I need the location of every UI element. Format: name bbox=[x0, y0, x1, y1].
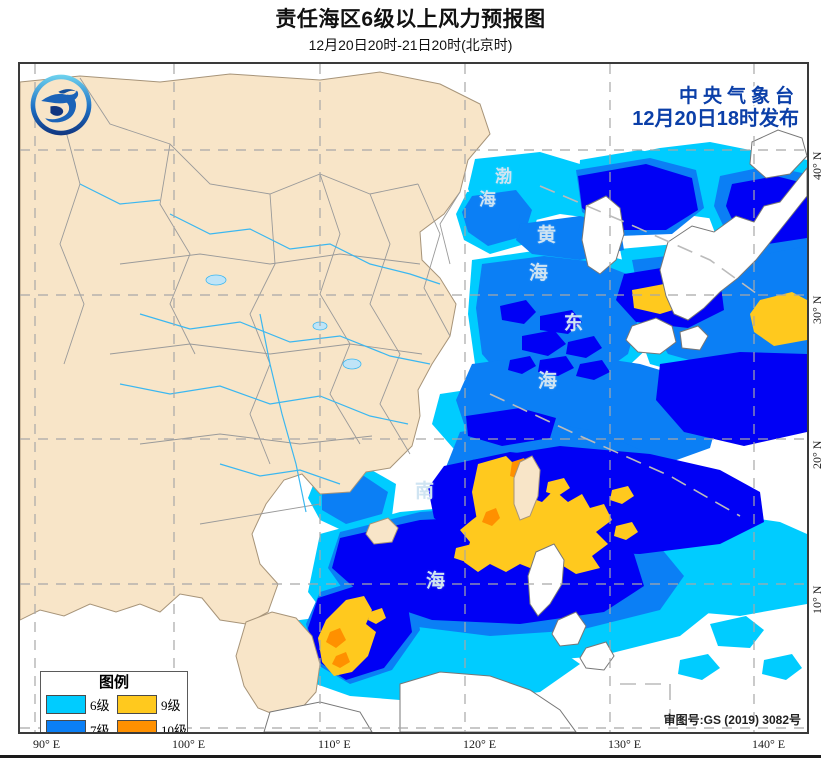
approval-number: 审图号:GS (2019) 3082号 bbox=[663, 713, 801, 727]
lon-tick-130: 130° E bbox=[608, 737, 642, 751]
lon-tick-90: 90° E bbox=[33, 737, 61, 751]
rivers bbox=[79, 183, 441, 513]
legend-label-10: 10级 bbox=[161, 722, 188, 734]
page-title: 责任海区6级以上风力预报图 bbox=[275, 8, 546, 31]
issuer-organization: 中央气象台 bbox=[678, 86, 799, 107]
legend-label-9: 9级 bbox=[161, 697, 181, 713]
legend-title: 图例 bbox=[98, 674, 129, 691]
legend-swatch-9 bbox=[117, 694, 157, 714]
lon-tick-120: 120° E bbox=[463, 737, 497, 751]
weather-map-canvas[interactable] bbox=[20, 64, 807, 732]
legend-box[interactable]: 图例 6级 7级 8级 9级 10级 bbox=[40, 671, 188, 734]
lon-tick-100: 100° E bbox=[172, 737, 206, 751]
legend-swatch-10 bbox=[117, 719, 157, 732]
lat-tick-20: 20° N bbox=[810, 441, 821, 469]
lon-tick-140: 140° E bbox=[752, 737, 786, 751]
legend-item-7[interactable]: 7级 bbox=[46, 719, 110, 734]
legend-item-10[interactable]: 10级 bbox=[117, 719, 188, 734]
responsibility-zone-boundary bbox=[489, 185, 761, 724]
legend-label-6: 6级 bbox=[90, 697, 110, 713]
lat-tick-10: 10° N bbox=[810, 586, 821, 614]
legend-item-9[interactable]: 9级 bbox=[117, 694, 181, 714]
issuer-time: 12月20日18时发布 bbox=[632, 108, 799, 131]
cma-logo bbox=[30, 74, 92, 136]
lat-tick-30: 30° N bbox=[810, 296, 821, 324]
legend-grid: 6级 7级 8级 9级 10级 bbox=[41, 694, 188, 734]
issuer-stamp: 中央气象台 12月20日18时发布 bbox=[632, 86, 799, 132]
page-subtitle: 12月20日20时-21日20时(北京时) bbox=[308, 37, 513, 54]
legend-label-7: 7级 bbox=[90, 722, 110, 734]
map-frame[interactable]: 渤 海 黄 海 东 海 南 海 中央气象台 12月20日18时发布 审图号:GS… bbox=[18, 62, 809, 734]
axis-baseline bbox=[0, 755, 821, 758]
lon-tick-110: 110° E bbox=[318, 737, 351, 751]
legend-item-6[interactable]: 6级 bbox=[46, 694, 110, 714]
legend-swatch-6 bbox=[46, 694, 86, 714]
wind-layer-9 bbox=[318, 284, 807, 676]
land-layer bbox=[20, 71, 807, 732]
legend-swatch-7 bbox=[46, 719, 86, 732]
lat-tick-40: 40° N bbox=[810, 152, 821, 180]
title-block: 责任海区6级以上风力预报图 12月20日20时-21日20时(北京时) bbox=[0, 0, 821, 53]
